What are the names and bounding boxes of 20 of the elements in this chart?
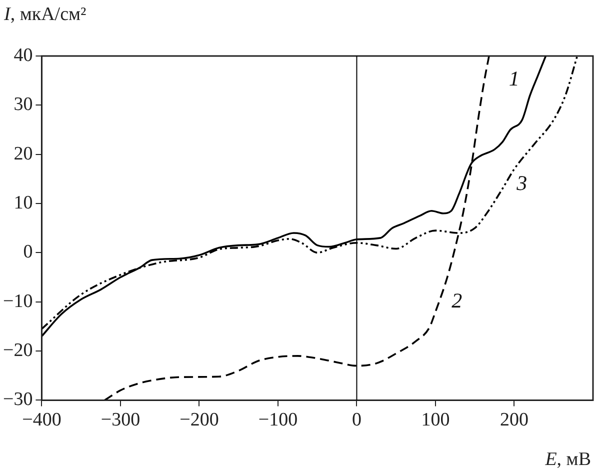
x-tick-label: −300 (100, 410, 140, 431)
x-tick-label: −200 (180, 410, 219, 431)
x-tick-label: −400 (22, 410, 62, 431)
x-axis-title: E, мВ (545, 449, 591, 470)
y-axis-title: I, мкА/см² (4, 4, 86, 25)
series-label: 3 (516, 171, 528, 196)
y-tick-label: 40 (14, 44, 33, 66)
y-tick-label: −20 (2, 340, 33, 362)
y-tick-label: −30 (2, 389, 33, 410)
x-tick-label: 200 (500, 410, 528, 431)
y-tick-label: 0 (23, 242, 33, 263)
y-tick-label: 20 (14, 143, 33, 164)
series-label: 1 (508, 66, 520, 91)
x-tick-label: −100 (258, 410, 298, 431)
x-tick-label: 100 (421, 410, 450, 431)
y-tick-label: −10 (2, 290, 33, 312)
y-tick-label: 10 (14, 192, 33, 214)
series-label: 2 (452, 288, 463, 312)
y-tick-label: 30 (14, 94, 33, 116)
x-tick-label: 0 (352, 410, 362, 431)
